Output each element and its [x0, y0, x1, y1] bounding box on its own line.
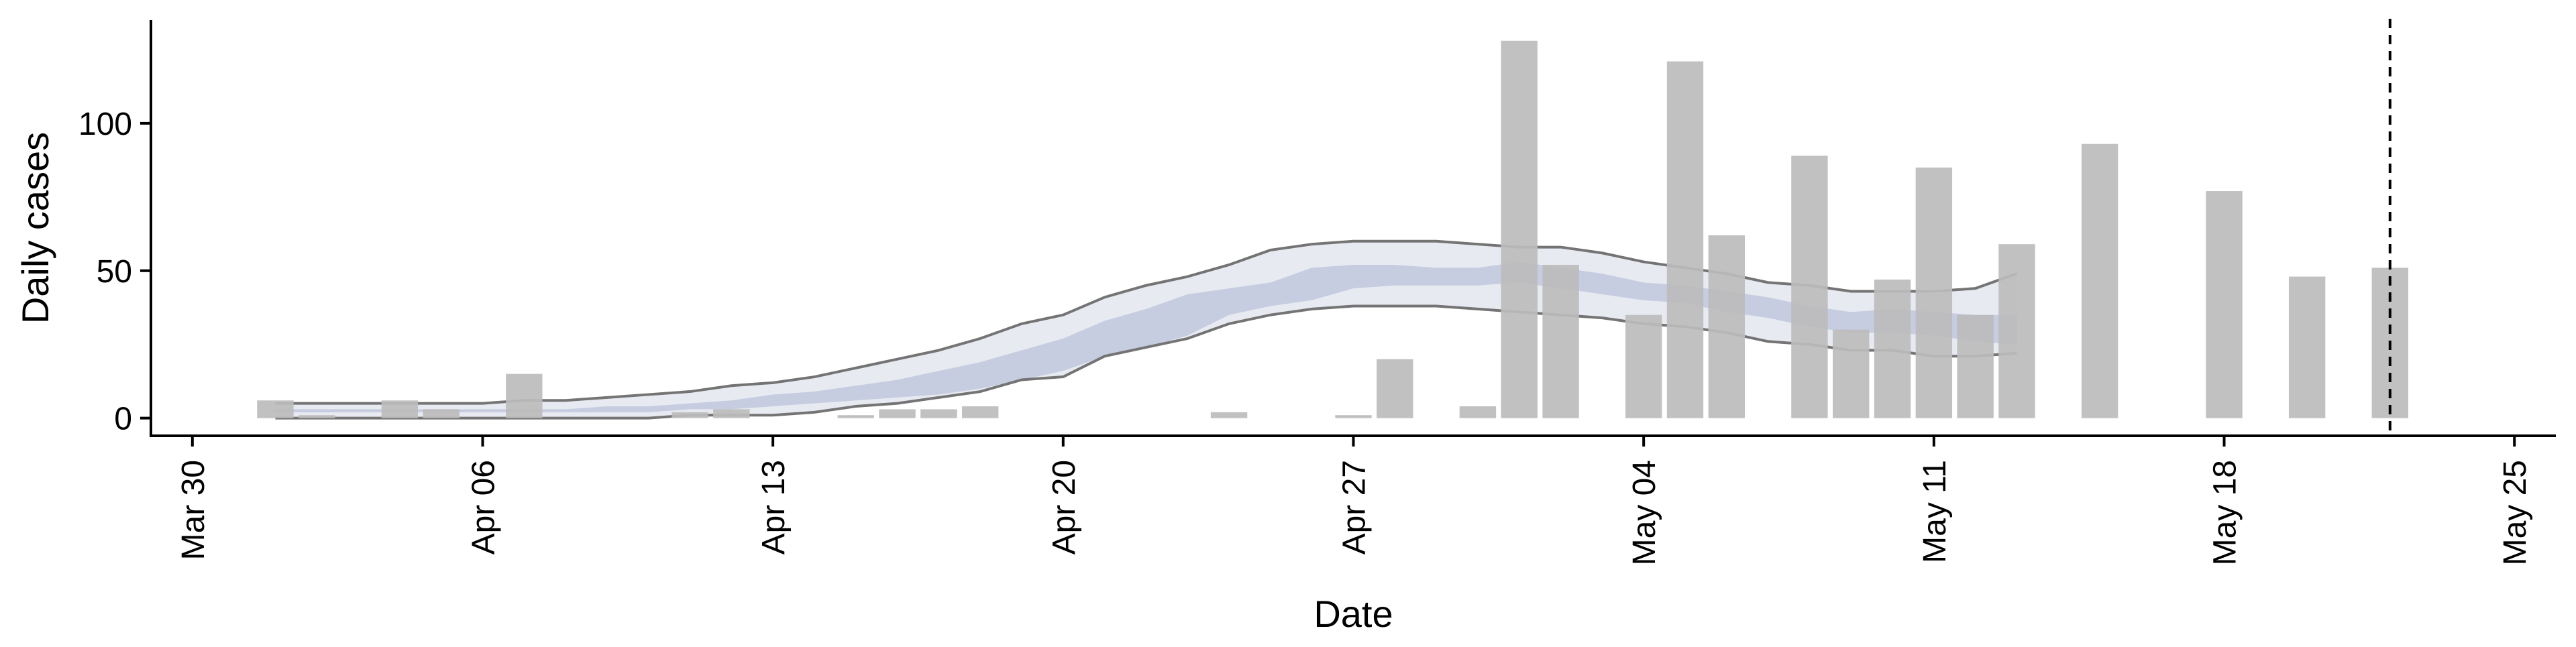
x-axis-title: Date	[1313, 593, 1393, 635]
bar	[423, 409, 460, 418]
axes-layer: 0 50 100 Mar 30 Apr 06 Apr 13 Apr 20 Apr 27 May …	[78, 20, 2556, 565]
bar	[879, 409, 916, 418]
bar	[381, 400, 419, 418]
bar	[2206, 191, 2243, 418]
bar	[962, 406, 999, 418]
bar	[299, 415, 335, 418]
bar	[1915, 167, 1953, 418]
x-tick-label: Mar 30	[176, 460, 211, 560]
bar	[257, 400, 294, 418]
x-tick-label: May 11	[1917, 460, 1953, 563]
band-50-area	[275, 261, 2017, 412]
bar	[1377, 359, 1413, 418]
band-50-layer	[275, 261, 2017, 412]
bar	[1210, 412, 1248, 418]
x-tick-label: Apr 06	[466, 460, 501, 554]
x-tick-label: Apr 20	[1046, 460, 1082, 554]
bar	[672, 412, 708, 418]
x-tick-label: May 18	[2208, 460, 2243, 565]
x-tick-label: May 25	[2498, 460, 2533, 565]
bar	[1998, 244, 2035, 418]
bar	[837, 415, 874, 418]
x-tick-label: Apr 13	[756, 460, 792, 554]
bar	[1335, 415, 1372, 418]
bar	[1459, 406, 1497, 418]
y-axis-title: Daily cases	[14, 132, 56, 324]
bar	[2081, 143, 2118, 418]
bar	[1791, 156, 1828, 418]
bar	[1666, 61, 1704, 418]
bars-layer	[257, 40, 2408, 418]
bar	[920, 409, 957, 418]
x-tick-label: May 04	[1627, 460, 1662, 565]
bar	[1957, 314, 1994, 418]
y-tick-label: 0	[114, 402, 132, 437]
bar	[1833, 329, 1870, 418]
bar	[1874, 279, 1911, 418]
y-tick-label: 50	[97, 254, 132, 290]
bar	[1501, 40, 1538, 418]
bar	[506, 373, 543, 418]
bar	[1625, 314, 1662, 418]
bar	[2288, 276, 2326, 418]
bar	[713, 409, 750, 418]
bar	[1708, 235, 1745, 418]
x-tick-label: Apr 27	[1337, 460, 1373, 554]
bar	[1542, 264, 1579, 418]
y-tick-label: 100	[78, 107, 132, 142]
